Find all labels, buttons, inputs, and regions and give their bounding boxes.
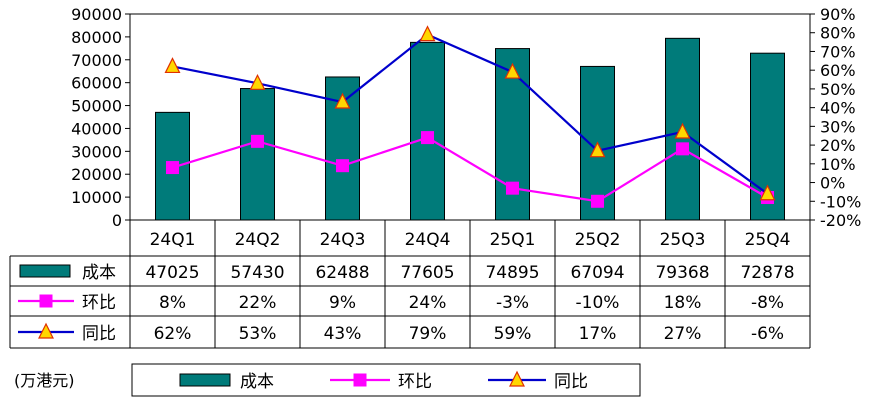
- mom-point: [251, 134, 264, 148]
- right-axis-ticks: -20%-10%0%10%20%30%40%50%60%70%80%90%: [810, 5, 861, 230]
- left-axis-ticks: 0 10000 20000 30000 40000 50000 60000 70000 8000…: [71, 5, 130, 230]
- mom-point: [676, 142, 689, 156]
- mom-point: [506, 181, 519, 195]
- row-series-name: 环比: [82, 293, 116, 313]
- yoy-point: [249, 73, 266, 90]
- right-tick-label: 60%: [820, 61, 856, 80]
- cost-bar: [240, 88, 275, 221]
- data-label: 22%: [239, 293, 277, 313]
- right-tick-label: 0%: [820, 174, 845, 193]
- left-tick-label: 40000: [71, 119, 122, 138]
- right-tick-label: 40%: [820, 99, 856, 118]
- right-tick-label: -10%: [820, 192, 861, 211]
- data-label: 8%: [159, 293, 186, 313]
- data-label: 72878: [740, 263, 794, 283]
- bar-layer: [155, 37, 785, 221]
- data-label: 74895: [485, 263, 539, 283]
- yoy-point: [334, 92, 351, 109]
- data-label: 79%: [409, 324, 447, 344]
- left-tick-label: 60000: [71, 74, 122, 93]
- left-tick-label: 30000: [71, 142, 122, 161]
- data-label: 27%: [664, 324, 702, 344]
- right-tick-label: 10%: [820, 155, 856, 174]
- category-label: 25Q1: [490, 230, 536, 250]
- data-label: 59%: [494, 324, 532, 344]
- data-label: 77605: [400, 263, 454, 283]
- right-tick-label: 90%: [820, 5, 856, 24]
- legend-label-yoy: 同比: [554, 372, 588, 392]
- right-tick-label: 30%: [820, 117, 856, 136]
- left-tick-label: 20000: [71, 165, 122, 184]
- left-tick-label: 0: [112, 211, 122, 230]
- data-label: -10%: [576, 293, 620, 313]
- mom-point: [591, 194, 604, 208]
- legend-label-mom: 环比: [398, 372, 432, 392]
- right-tick-label: 70%: [820, 42, 856, 61]
- data-label: 62488: [315, 263, 369, 283]
- mom-point: [421, 131, 434, 145]
- yoy-line: [172, 33, 769, 195]
- data-label: -6%: [751, 324, 784, 344]
- left-tick-label: 80000: [71, 28, 122, 47]
- yoy-point: [674, 122, 691, 139]
- data-label: -8%: [751, 293, 784, 313]
- yoy-point: [164, 57, 181, 74]
- category-label: 25Q4: [745, 230, 791, 250]
- left-tick-label: 70000: [71, 51, 122, 70]
- data-label: 57430: [230, 263, 284, 283]
- mom-line: [172, 136, 769, 203]
- category-label: 24Q3: [320, 230, 366, 250]
- right-tick-label: -20%: [820, 211, 861, 230]
- data-label: 24%: [409, 293, 447, 313]
- right-tick-label: 50%: [820, 80, 856, 99]
- legend: 成本 环比 同比: [131, 363, 641, 397]
- legend-marker-yoy: [509, 370, 525, 387]
- row-key-marker: [38, 322, 54, 339]
- unit-note: (万港元): [14, 371, 75, 390]
- data-label: 62%: [154, 324, 192, 344]
- category-label: 25Q3: [660, 230, 706, 250]
- data-label: 67094: [570, 263, 624, 283]
- category-label: 24Q1: [150, 230, 196, 250]
- data-label: 9%: [329, 293, 356, 313]
- row-key-marker: [39, 294, 53, 308]
- row-series-name: 同比: [82, 324, 116, 344]
- plot-border: [129, 13, 811, 221]
- data-label: 18%: [664, 293, 702, 313]
- data-label: 79368: [655, 263, 709, 283]
- left-tick-label: 90000: [71, 5, 122, 24]
- data-label: 47025: [145, 263, 199, 283]
- row-key-cost: [19, 264, 71, 278]
- category-label: 24Q2: [235, 230, 281, 250]
- category-label: 25Q2: [575, 230, 621, 250]
- legend-marker-mom: [353, 373, 367, 387]
- left-tick-label: 50000: [71, 97, 122, 116]
- data-label: 53%: [239, 324, 277, 344]
- yoy-point: [759, 184, 776, 201]
- right-tick-label: 20%: [820, 136, 856, 155]
- data-label: 17%: [579, 324, 617, 344]
- data-label: 43%: [324, 324, 362, 344]
- data-label: -3%: [496, 293, 529, 313]
- row-series-name: 成本: [82, 263, 116, 283]
- mom-point: [166, 161, 179, 175]
- yoy-point: [589, 141, 606, 158]
- yoy-point: [419, 25, 436, 42]
- category-label: 24Q4: [405, 230, 451, 250]
- yoy-point: [504, 62, 521, 79]
- left-tick-label: 10000: [71, 188, 122, 207]
- line-layer: [164, 25, 776, 208]
- mom-point: [336, 159, 349, 173]
- data-table: 24Q1 24Q2 24Q3 24Q4 25Q1 25Q2 25Q3 25Q4 成本 47025 5…: [9, 220, 811, 349]
- right-tick-label: 80%: [820, 24, 856, 43]
- legend-label-cost: 成本: [240, 372, 274, 392]
- legend-key-cost: [179, 373, 231, 387]
- grid-layer: [129, 13, 811, 221]
